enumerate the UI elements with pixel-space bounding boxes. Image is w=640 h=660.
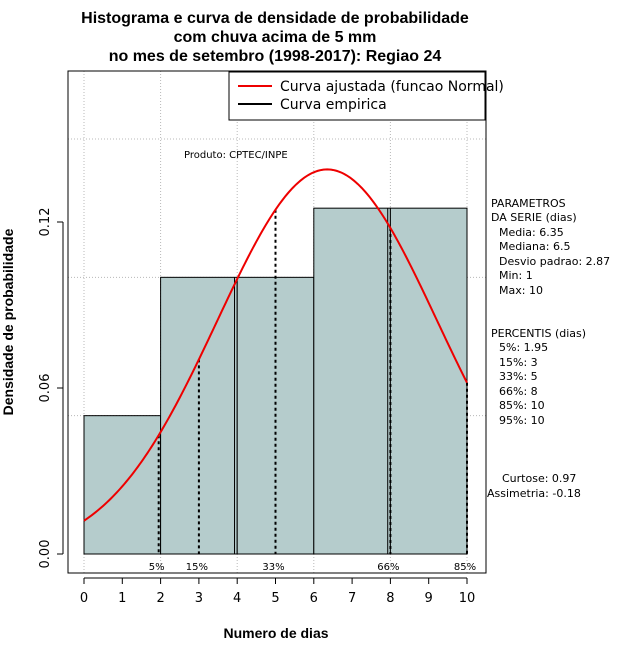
x-axis: 0 1 2 3 4 5 6 7 8 9 10 bbox=[80, 577, 476, 606]
percentile-5: 5%: 1.95 bbox=[499, 341, 548, 354]
percentile-66: 66%: 8 bbox=[499, 385, 538, 398]
percentile-line-label-2: 33% bbox=[262, 562, 284, 573]
stat-assimetria: Assimetria: -0.18 bbox=[487, 487, 581, 500]
parameters-heading-2: DA SERIE (dias) bbox=[491, 211, 577, 224]
percentile-line-label-4: 85% bbox=[454, 562, 476, 573]
title-line-2: com chuva acima de 5 mm bbox=[174, 29, 377, 46]
stat-max: Max: 10 bbox=[499, 284, 543, 297]
x-tick-label-0: 0 bbox=[80, 591, 88, 606]
x-axis-label: Numero de dias bbox=[223, 625, 328, 641]
title-line-3: no mes de setembro (1998-2017): Regiao 2… bbox=[109, 48, 442, 65]
x-tick-label-2: 2 bbox=[156, 591, 164, 606]
histogram-bar-4 bbox=[389, 207, 468, 555]
x-tick-label-6: 6 bbox=[310, 591, 318, 606]
x-tick-label-8: 8 bbox=[386, 591, 394, 606]
y-tick-label-2: 0.12 bbox=[38, 208, 53, 237]
y-tick-label-0: 0.00 bbox=[38, 540, 53, 569]
percentile-lines bbox=[157, 209, 468, 554]
parameters-heading-1: PARAMETROS bbox=[491, 197, 566, 210]
product-label: Produto: CPTEC/INPE bbox=[184, 150, 288, 161]
chart-title: Histograma e curva de densidade de proba… bbox=[81, 10, 469, 65]
percentile-line-label-1: 15% bbox=[186, 562, 208, 573]
title-line-1: Histograma e curva de densidade de proba… bbox=[81, 10, 469, 27]
plot-frame bbox=[67, 70, 487, 574]
x-tick-label-4: 4 bbox=[233, 591, 241, 606]
legend-empirical-label: Curva empirica bbox=[280, 97, 387, 113]
legend-box bbox=[228, 71, 486, 121]
percentile-33: 33%: 5 bbox=[499, 370, 538, 383]
x-tick-label-3: 3 bbox=[195, 591, 203, 606]
stat-mediana: Mediana: 6.5 bbox=[499, 240, 570, 253]
percentile-85: 85%: 10 bbox=[499, 399, 545, 412]
fit-curve bbox=[83, 168, 468, 522]
y-axis: 0.00 0.06 0.12 bbox=[38, 208, 64, 569]
legend-fit-label: Curva ajustada (funcao Normal) bbox=[280, 79, 504, 95]
histogram-bar-3 bbox=[313, 207, 391, 555]
bin-dividers bbox=[234, 208, 389, 554]
percentile-line-label-3: 66% bbox=[377, 562, 399, 573]
stat-media: Media: 6.35 bbox=[499, 226, 564, 239]
x-tick-label-5: 5 bbox=[271, 591, 279, 606]
percentile-labels: 5% 15% 33% 66% 85% bbox=[149, 562, 476, 573]
stats-panel: PARAMETROS DA SERIE (dias) Media: 6.35 M… bbox=[487, 197, 610, 500]
x-tick-label-9: 9 bbox=[425, 591, 433, 606]
percentile-line-label-0: 5% bbox=[149, 562, 165, 573]
stat-min: Min: 1 bbox=[499, 269, 533, 282]
y-axis-label: Densidade de probabilidade bbox=[0, 228, 16, 415]
y-tick-label-1: 0.06 bbox=[38, 374, 53, 403]
stat-curtose: Curtose: 0.97 bbox=[502, 472, 576, 485]
x-tick-label-1: 1 bbox=[118, 591, 126, 606]
x-tick-label-10: 10 bbox=[459, 591, 476, 606]
percentiles-heading: PERCENTIS (dias) bbox=[491, 327, 586, 340]
fit-curve-path bbox=[83, 168, 468, 522]
x-tick-label-7: 7 bbox=[348, 591, 356, 606]
percentile-15: 15%: 3 bbox=[499, 356, 538, 369]
legend: Curva ajustada (funcao Normal) Curva emp… bbox=[228, 71, 504, 121]
stat-desvio: Desvio padrao: 2.87 bbox=[499, 255, 610, 268]
percentile-95: 95%: 10 bbox=[499, 414, 545, 427]
